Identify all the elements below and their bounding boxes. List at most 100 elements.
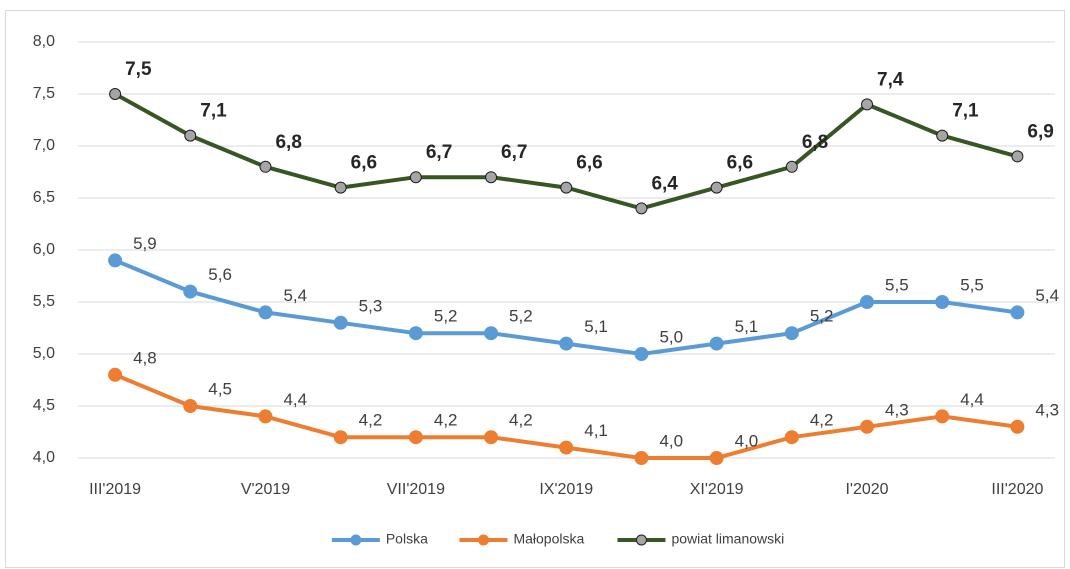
point <box>784 430 799 445</box>
point <box>635 202 648 215</box>
point <box>109 88 122 100</box>
point <box>259 160 272 173</box>
data-label: 4,5 <box>208 379 232 398</box>
point <box>709 336 724 351</box>
x-tick-label: XI'2019 <box>690 481 744 498</box>
data-label: 5,6 <box>208 265 232 284</box>
point <box>860 419 875 434</box>
data-label: 4,0 <box>735 431 759 450</box>
data-label: 6,6 <box>351 153 377 174</box>
x-tick-label: VII'2019 <box>387 481 445 498</box>
point <box>333 315 348 330</box>
legend-label: powiat limanowski <box>671 531 784 547</box>
data-label: 6,7 <box>426 142 452 163</box>
data-label: 4,3 <box>1035 400 1059 419</box>
legend-marker <box>350 534 362 546</box>
data-label: 5,4 <box>1035 286 1059 305</box>
legend-label: Polska <box>386 531 428 547</box>
legend-marker <box>635 534 647 546</box>
y-tick-label: 4,0 <box>33 449 55 466</box>
x-tick-label: III'2020 <box>991 481 1043 498</box>
data-label: 6,6 <box>727 153 753 174</box>
data-label: 6,6 <box>576 153 602 174</box>
point <box>184 129 197 142</box>
data-label: 6,7 <box>501 142 527 163</box>
data-label: 6,9 <box>1027 121 1053 142</box>
y-tick-label: 7,0 <box>33 137 55 154</box>
data-label: 5,2 <box>434 307 458 326</box>
x-tick-label: I'2020 <box>845 481 888 498</box>
point <box>183 284 198 299</box>
point <box>108 367 123 382</box>
point <box>183 399 198 413</box>
data-label: 5,2 <box>810 307 834 326</box>
point <box>634 347 649 361</box>
point <box>936 129 949 142</box>
data-label: 7,1 <box>952 101 979 122</box>
point <box>485 171 498 184</box>
point <box>409 171 422 184</box>
point <box>710 181 723 194</box>
point <box>1011 150 1024 163</box>
data-label: 5,9 <box>133 234 157 253</box>
point <box>108 253 123 268</box>
y-tick-label: 5,5 <box>33 293 55 310</box>
point <box>860 295 875 309</box>
data-label: 4,2 <box>434 411 458 430</box>
point <box>560 181 573 194</box>
data-label: 7,4 <box>877 69 904 90</box>
data-label: 4,8 <box>133 348 157 367</box>
y-tick-label: 6,5 <box>33 189 55 206</box>
point <box>784 326 799 341</box>
point <box>258 409 273 424</box>
point <box>559 336 574 351</box>
data-label: 4,4 <box>960 390 984 409</box>
point <box>484 326 499 341</box>
data-label: 6,8 <box>275 132 301 153</box>
data-label: 4,3 <box>885 400 909 419</box>
y-tick-label: 8,0 <box>33 33 55 50</box>
point <box>785 160 798 173</box>
point <box>1010 419 1025 434</box>
data-label: 7,1 <box>200 101 227 122</box>
point <box>861 98 874 111</box>
data-label: 5,0 <box>659 327 683 346</box>
point <box>334 181 347 194</box>
x-tick-label: III'2019 <box>89 481 141 498</box>
data-label: 4,2 <box>810 411 834 430</box>
legend-label: Małopolska <box>513 531 584 547</box>
point <box>935 295 950 309</box>
point <box>559 440 574 455</box>
data-label: 5,5 <box>960 275 984 294</box>
data-label: 5,4 <box>283 286 307 305</box>
y-tick-label: 5,0 <box>33 345 55 362</box>
data-label: 7,5 <box>125 59 152 80</box>
y-tick-label: 7,5 <box>33 85 55 102</box>
y-tick-label: 4,5 <box>33 397 55 414</box>
point <box>408 430 423 445</box>
x-tick-label: IX'2019 <box>539 481 593 498</box>
point <box>1010 305 1025 320</box>
y-tick-label: 6,0 <box>33 241 55 258</box>
point <box>935 409 950 424</box>
data-label: 4,4 <box>283 390 307 409</box>
data-label: 5,5 <box>885 275 909 294</box>
point <box>333 430 348 445</box>
data-label: 5,1 <box>735 317 759 336</box>
data-label: 6,8 <box>802 132 828 153</box>
x-tick-label: V'2019 <box>241 481 290 498</box>
point <box>258 305 273 320</box>
data-label: 5,2 <box>509 307 533 326</box>
legend-marker <box>477 534 489 546</box>
data-label: 4,2 <box>509 411 533 430</box>
data-label: 6,4 <box>651 173 678 194</box>
data-label: 5,1 <box>584 317 608 336</box>
data-label: 4,1 <box>584 421 608 440</box>
data-label: 5,3 <box>359 296 383 315</box>
point <box>709 451 724 465</box>
data-label: 4,2 <box>359 411 383 430</box>
point <box>634 451 649 465</box>
point <box>484 430 499 445</box>
data-label: 4,0 <box>659 431 683 450</box>
